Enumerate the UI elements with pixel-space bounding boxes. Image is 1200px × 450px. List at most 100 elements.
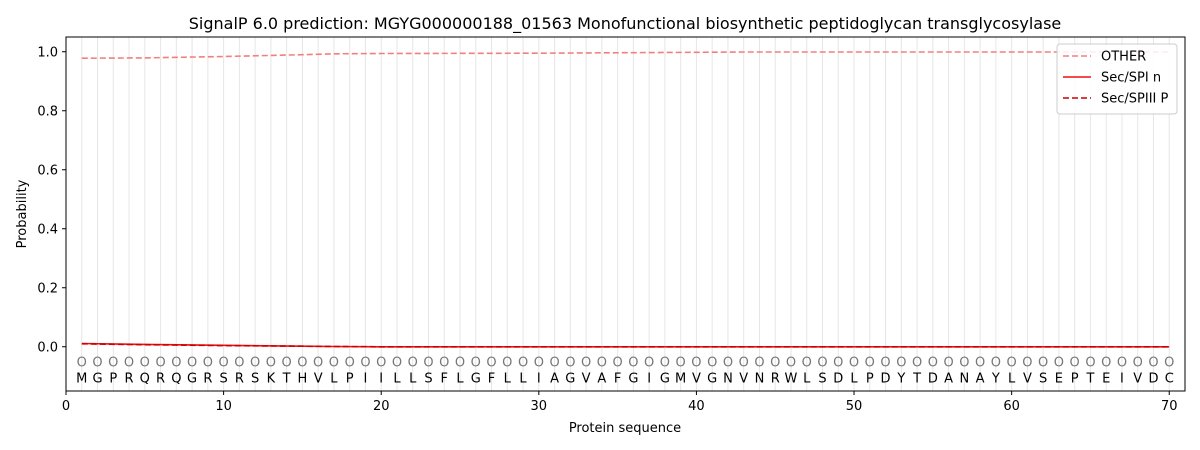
state-label: O [329, 356, 339, 371]
residue-label: M [675, 372, 686, 387]
state-label: O [502, 356, 512, 371]
state-label: O [1101, 356, 1111, 371]
y-tick-label: 0.0 [37, 340, 58, 355]
y-tick-label: 0.2 [37, 281, 58, 296]
state-label: O [1007, 356, 1017, 371]
state-label: O [833, 356, 843, 371]
residue-label: F [488, 372, 495, 387]
state-label: O [187, 356, 197, 371]
residue-label: H [298, 372, 308, 387]
state-label: O [266, 356, 276, 371]
residue-label: S [219, 372, 227, 387]
residue-label: C [1165, 372, 1174, 387]
state-label: O [943, 356, 953, 371]
state-label: O [754, 356, 764, 371]
residue-label: P [1071, 372, 1079, 387]
state-label: O [1022, 356, 1032, 371]
state-label: O [660, 356, 670, 371]
state-label: O [1148, 356, 1158, 371]
residue-label: K [267, 372, 276, 387]
residue-label: L [456, 372, 464, 387]
residue-label: E [1102, 372, 1110, 387]
state-label: O [628, 356, 638, 371]
sequence-labels: OMOGOPOROQOROQOGOROSOROSOKOTOHOVOLOPOIOI… [76, 356, 1174, 387]
grid-layer [81, 37, 1170, 391]
y-tick-label: 0.4 [37, 222, 58, 237]
residue-label: D [833, 372, 843, 387]
legend-box [1056, 43, 1178, 115]
state-label: O [486, 356, 496, 371]
state-label: O [455, 356, 465, 371]
state-label: O [739, 356, 749, 371]
state-label: O [644, 356, 654, 371]
residue-label: F [441, 372, 448, 387]
residue-label: G [628, 372, 638, 387]
state-label: O [171, 356, 181, 371]
residue-label: M [76, 372, 87, 387]
residue-label: G [92, 372, 102, 387]
residue-label: N [723, 372, 733, 387]
plot-frame [65, 36, 1186, 392]
state-label: O [250, 356, 260, 371]
residue-label: R [125, 372, 134, 387]
residue-label: P [866, 372, 874, 387]
y-tick-label: 0.8 [37, 104, 58, 119]
axis-layer: 0 10 20 30 40 50 60 70 0.0 0.2 0.4 0.6 0.8 1.0 [37, 45, 1177, 414]
state-label: O [817, 356, 827, 371]
residue-label: L [393, 372, 401, 387]
state-label: O [1133, 356, 1143, 371]
chart-title: SignalP 6.0 prediction: MGYG000000188_01… [189, 14, 1062, 34]
state-label: O [676, 356, 686, 371]
residue-label: V [739, 372, 748, 387]
residue-label: S [818, 372, 826, 387]
state-label: O [518, 356, 528, 371]
residue-label: L [330, 372, 338, 387]
residue-label: Y [991, 372, 1000, 387]
residue-label: Q [140, 372, 150, 387]
state-label: O [959, 356, 969, 371]
state-label: O [408, 356, 418, 371]
residue-label: Q [171, 372, 181, 387]
state-label: O [707, 356, 717, 371]
residue-label: N [959, 372, 969, 387]
residue-label: L [1008, 372, 1016, 387]
state-label: O [234, 356, 244, 371]
state-label: O [108, 356, 118, 371]
residue-label: S [251, 372, 259, 387]
residue-label: I [379, 372, 383, 387]
x-tick-label: 10 [215, 399, 232, 414]
state-label: O [865, 356, 875, 371]
residue-label: L [504, 372, 512, 387]
state-label: O [880, 356, 890, 371]
state-label: O [297, 356, 307, 371]
residue-label: V [582, 372, 591, 387]
residue-label: W [785, 372, 798, 387]
state-label: O [534, 356, 544, 371]
residue-label: T [912, 372, 921, 387]
x-tick-label: 30 [531, 399, 548, 414]
residue-label: G [565, 372, 575, 387]
state-label: O [928, 356, 938, 371]
legend-label: Sec/SPIII P [1101, 92, 1169, 107]
state-label: O [975, 356, 985, 371]
residue-label: L [519, 372, 527, 387]
residue-label: A [976, 372, 985, 387]
state-label: O [613, 356, 623, 371]
state-label: O [802, 356, 812, 371]
state-label: O [376, 356, 386, 371]
legend: OTHER Sec/SPI n Sec/SPIII P [1056, 43, 1178, 115]
residue-label: F [614, 372, 621, 387]
residue-label: R [156, 372, 165, 387]
state-label: O [991, 356, 1001, 371]
residue-label: G [187, 372, 197, 387]
residue-label: D [881, 372, 891, 387]
state-label: O [218, 356, 228, 371]
state-label: O [345, 356, 355, 371]
residue-label: L [409, 372, 417, 387]
residue-label: V [692, 372, 701, 387]
residue-label: I [364, 372, 368, 387]
residue-label: I [537, 372, 541, 387]
residue-label: I [1120, 372, 1124, 387]
